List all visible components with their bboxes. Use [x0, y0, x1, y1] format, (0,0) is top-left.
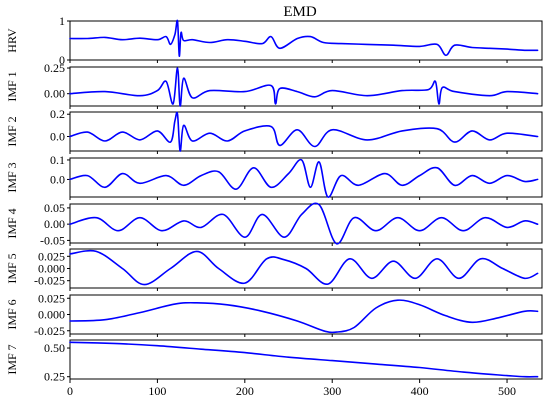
y-tick-label: -0.025 — [34, 274, 65, 288]
y-tick-label: 0.25 — [44, 61, 65, 75]
panel-frame — [69, 339, 543, 380]
y-axis-label: IMF 7 — [5, 344, 19, 374]
y-tick-label: 0.025 — [38, 291, 65, 305]
x-tick-label: 200 — [236, 384, 254, 398]
y-tick-label: 0.025 — [38, 249, 65, 263]
panel-1: 0 1 HRV — [5, 14, 543, 67]
y-tick-label: 0.25 — [44, 370, 65, 384]
panel-4: 0.1 0.0 IMF 3 — [5, 153, 543, 200]
y-axis-label: HRV — [5, 28, 19, 53]
panels-group: 0 1 HRV 0.25 0.00 IMF 1 0.2 0.0 IMF 2 0.1 0.0 IMF 3… — [5, 14, 543, 398]
y-tick-label: 0.05 — [44, 201, 65, 215]
y-axis-label: IMF 2 — [5, 116, 19, 146]
series-line — [69, 158, 539, 198]
y-tick-label: 0.1 — [50, 153, 65, 167]
panel-frame — [69, 111, 543, 152]
y-tick-label: -0.025 — [34, 324, 65, 338]
y-tick-label: 1 — [59, 14, 65, 28]
panel-frame — [69, 66, 543, 107]
y-tick-label: 0.0 — [50, 172, 65, 186]
y-tick-label: -0.05 — [40, 233, 65, 247]
y-axis-label: IMF 3 — [5, 162, 19, 192]
y-axis-label: IMF 5 — [5, 253, 19, 283]
x-tick-label: 300 — [323, 384, 341, 398]
series-line — [69, 19, 539, 57]
panel-frame — [69, 20, 543, 61]
y-tick-label: 0.00 — [44, 87, 65, 101]
y-tick-label: 0.2 — [50, 107, 65, 121]
panel-2: 0.25 0.00 IMF 1 — [5, 61, 543, 109]
panel-8: 0.50 0.25 IMF 7 0 100 200 300 400 500 — [5, 339, 543, 398]
panel-3: 0.2 0.0 IMF 2 — [5, 107, 543, 154]
series-line — [69, 341, 539, 378]
panel-5: 0.05 0.00 -0.05 IMF 4 — [5, 201, 543, 247]
x-tick-label: 500 — [498, 384, 516, 398]
chart-title: EMD — [283, 4, 317, 20]
y-tick-label: 0.000 — [38, 262, 65, 276]
series-line — [69, 67, 539, 107]
panel-7: 0.025 0.000 -0.025 IMF 6 — [5, 291, 543, 338]
y-axis-label: IMF 4 — [5, 208, 19, 238]
y-axis-label: IMF 6 — [5, 299, 19, 329]
y-tick-label: 0 — [59, 53, 65, 67]
y-tick-label: 0.0 — [50, 130, 65, 144]
y-tick-label: 0.50 — [44, 341, 65, 355]
x-tick-label: 0 — [67, 384, 73, 398]
panel-frame — [69, 157, 543, 198]
y-tick-label: 0.00 — [44, 217, 65, 231]
series-line — [69, 202, 539, 245]
series-line — [69, 299, 539, 334]
x-tick-label: 400 — [411, 384, 429, 398]
series-line — [69, 249, 539, 286]
y-axis-label: IMF 1 — [5, 71, 19, 101]
series-line — [69, 111, 539, 152]
panel-frame — [69, 294, 543, 335]
y-tick-label: 0.000 — [38, 308, 65, 322]
x-tick-label: 100 — [148, 384, 166, 398]
